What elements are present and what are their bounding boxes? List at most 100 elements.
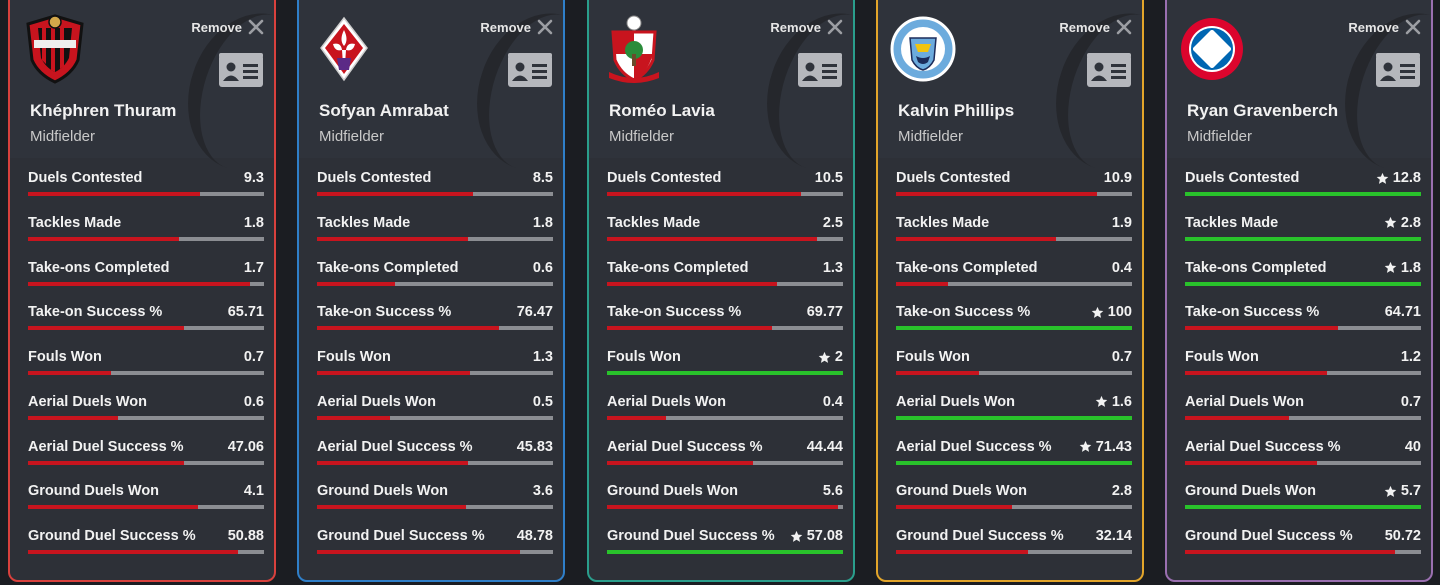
stat-label: Take-on Success % bbox=[28, 304, 163, 321]
close-icon[interactable] bbox=[248, 19, 264, 35]
stat-row: Tackles Made 1.8 bbox=[317, 215, 553, 260]
stat-bar bbox=[1185, 192, 1421, 196]
stat-bar-fill bbox=[607, 326, 773, 331]
close-icon[interactable] bbox=[827, 19, 843, 35]
stat-row: Aerial Duel Success % 45.83 bbox=[317, 439, 553, 484]
star-icon bbox=[1079, 440, 1091, 452]
stat-value: 44.44 bbox=[807, 439, 843, 455]
star-icon bbox=[1384, 261, 1397, 273]
stat-bar-fill bbox=[896, 281, 948, 286]
stat-label: Ground Duel Success % bbox=[607, 528, 775, 544]
stat-label: Ground Duels Won bbox=[896, 483, 1028, 500]
stat-bar bbox=[607, 460, 843, 465]
stat-row: Ground Duel Success % 48.78 bbox=[317, 528, 553, 573]
stat-bar bbox=[317, 192, 553, 196]
stat-number: 0.5 bbox=[532, 393, 553, 410]
stat-number: 12.8 bbox=[1392, 170, 1421, 186]
close-icon[interactable] bbox=[537, 19, 553, 35]
stat-bar-fill bbox=[896, 550, 1029, 554]
stat-label: Aerial Duel Success % bbox=[1185, 438, 1341, 455]
remove-button[interactable]: Remove bbox=[480, 16, 553, 38]
stat-value: 1.8 bbox=[533, 215, 553, 231]
stat-value: 0.5 bbox=[533, 394, 553, 410]
stat-bar bbox=[896, 505, 1132, 510]
stat-label: Tackles Made bbox=[28, 214, 122, 231]
stat-bar-fill bbox=[896, 505, 1012, 510]
player-name[interactable]: Sofyan Amrabat bbox=[319, 101, 449, 120]
stat-label: Aerial Duels Won bbox=[317, 393, 436, 410]
remove-button[interactable]: Remove bbox=[770, 16, 843, 38]
stat-number: 3.6 bbox=[532, 483, 553, 500]
stat-value: 3.6 bbox=[533, 483, 553, 499]
stat-row: Fouls Won 1.3 bbox=[317, 349, 553, 394]
remove-label: Remove bbox=[480, 19, 531, 35]
stat-row: Fouls Won 0.7 bbox=[28, 349, 264, 394]
player-profile-card-icon[interactable] bbox=[1375, 52, 1421, 88]
stat-bar-fill bbox=[896, 371, 979, 375]
close-icon[interactable] bbox=[1116, 19, 1132, 35]
stat-row: Take-ons Completed 1.3 bbox=[607, 260, 843, 305]
stat-number: 44.44 bbox=[806, 438, 843, 455]
player-profile-card-icon[interactable] bbox=[507, 52, 553, 88]
stats-list: Duels Contested 8.5 Tackles Made 1.8 Tak… bbox=[317, 170, 553, 573]
stat-number: 5.6 bbox=[822, 483, 843, 500]
stat-bar-fill bbox=[28, 236, 180, 241]
stat-number: 100 bbox=[1107, 304, 1132, 321]
remove-label: Remove bbox=[191, 19, 242, 35]
remove-button[interactable]: Remove bbox=[1348, 16, 1421, 38]
stat-label: Take-ons Completed bbox=[607, 259, 749, 276]
stat-bar-fill bbox=[607, 371, 843, 375]
stat-row: Take-on Success % 65.71 bbox=[28, 304, 264, 349]
stat-bar-fill bbox=[896, 236, 1057, 241]
stats-list: Duels Contested 10.9 Tackles Made 1.9 Ta… bbox=[896, 170, 1132, 573]
stat-row: Aerial Duels Won 0.4 bbox=[607, 394, 843, 439]
player-position: Midfielder bbox=[898, 128, 964, 145]
stat-label: Duels Contested bbox=[317, 170, 432, 186]
player-name[interactable]: Khéphren Thuram bbox=[30, 101, 177, 120]
stat-value: 2 bbox=[818, 349, 843, 365]
player-profile-card-icon[interactable] bbox=[218, 52, 264, 88]
stat-bar-fill bbox=[317, 550, 520, 554]
player-card-5: Remove Ryan Gravenberch Midfielder Duels… bbox=[1165, 0, 1433, 582]
stat-bar bbox=[28, 281, 264, 286]
stat-row: Aerial Duels Won 0.7 bbox=[1185, 394, 1421, 439]
stat-number: 0.4 bbox=[1111, 259, 1132, 276]
stat-label: Ground Duel Success % bbox=[317, 528, 485, 544]
player-profile-card-icon[interactable] bbox=[797, 52, 843, 88]
player-name[interactable]: Ryan Gravenberch bbox=[1187, 101, 1339, 120]
stat-label: Fouls Won bbox=[1185, 349, 1259, 365]
stat-number: 1.9 bbox=[1111, 214, 1132, 231]
player-profile-card-icon[interactable] bbox=[1086, 52, 1132, 88]
stat-row: Tackles Made 1.9 bbox=[896, 215, 1132, 260]
stat-bar bbox=[607, 371, 843, 375]
stat-number: 65.71 bbox=[227, 304, 264, 321]
remove-button[interactable]: Remove bbox=[191, 16, 264, 38]
stat-row: Take-ons Completed 1.8 bbox=[1185, 260, 1421, 305]
stat-bar bbox=[317, 236, 553, 241]
stat-bar-fill bbox=[607, 415, 666, 420]
player-name[interactable]: Kalvin Phillips bbox=[898, 101, 1015, 120]
stat-bar bbox=[317, 281, 553, 286]
stat-label: Take-ons Completed bbox=[896, 259, 1038, 276]
stat-bar-fill bbox=[28, 192, 201, 196]
stat-bar bbox=[896, 371, 1132, 375]
stat-row: Take-on Success % 69.77 bbox=[607, 304, 843, 349]
stat-value: 2.8 bbox=[1384, 215, 1421, 231]
stat-row: Aerial Duel Success % 47.06 bbox=[28, 439, 264, 484]
stat-label: Tackles Made bbox=[1185, 214, 1279, 231]
remove-label: Remove bbox=[770, 19, 821, 35]
stat-row: Duels Contested 10.9 bbox=[896, 170, 1132, 215]
player-name[interactable]: Roméo Lavia bbox=[609, 101, 715, 120]
stat-bar bbox=[607, 415, 843, 420]
stat-row: Aerial Duels Won 1.6 bbox=[896, 394, 1132, 439]
remove-button[interactable]: Remove bbox=[1059, 16, 1132, 38]
stat-value: 10.9 bbox=[1104, 170, 1132, 186]
stat-number: 10.9 bbox=[1103, 170, 1132, 186]
stat-label: Fouls Won bbox=[28, 349, 102, 365]
star-icon bbox=[1384, 217, 1397, 229]
stat-value: 50.72 bbox=[1385, 528, 1421, 544]
stat-bar bbox=[896, 236, 1132, 241]
stat-row: Aerial Duels Won 0.6 bbox=[28, 394, 264, 439]
stat-value: 5.7 bbox=[1384, 483, 1421, 499]
close-icon[interactable] bbox=[1405, 19, 1421, 35]
